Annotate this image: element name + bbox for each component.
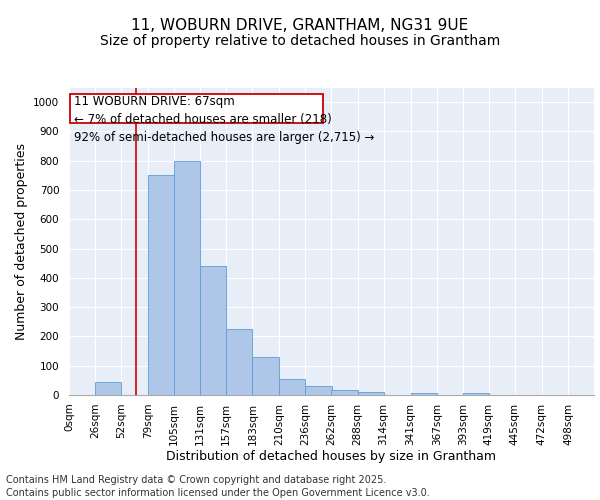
FancyBboxPatch shape — [70, 94, 323, 123]
Text: Contains public sector information licensed under the Open Government Licence v3: Contains public sector information licen… — [6, 488, 430, 498]
Y-axis label: Number of detached properties: Number of detached properties — [14, 143, 28, 340]
Bar — [200, 266, 226, 395]
Bar — [410, 392, 437, 395]
Bar — [280, 379, 305, 395]
Bar — [305, 386, 331, 395]
Bar — [148, 176, 174, 395]
Text: Contains HM Land Registry data © Crown copyright and database right 2025.: Contains HM Land Registry data © Crown c… — [6, 475, 386, 485]
Text: 11 WOBURN DRIVE: 67sqm
← 7% of detached houses are smaller (218)
92% of semi-det: 11 WOBURN DRIVE: 67sqm ← 7% of detached … — [74, 96, 374, 144]
Bar — [463, 392, 489, 395]
Bar — [253, 357, 280, 395]
Bar — [174, 160, 200, 395]
Text: Size of property relative to detached houses in Grantham: Size of property relative to detached ho… — [100, 34, 500, 48]
X-axis label: Distribution of detached houses by size in Grantham: Distribution of detached houses by size … — [167, 450, 497, 464]
Bar — [226, 329, 253, 395]
Bar — [331, 390, 358, 395]
Text: 11, WOBURN DRIVE, GRANTHAM, NG31 9UE: 11, WOBURN DRIVE, GRANTHAM, NG31 9UE — [131, 18, 469, 32]
Bar — [95, 382, 121, 395]
Bar — [358, 392, 383, 395]
